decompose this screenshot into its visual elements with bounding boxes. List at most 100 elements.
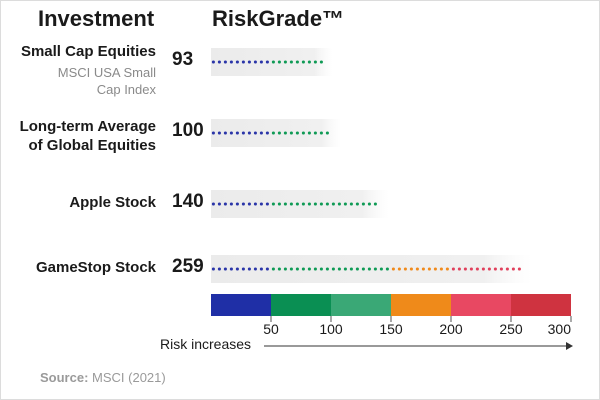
risk-dot: [271, 267, 275, 271]
risk-dot: [283, 267, 287, 271]
risk-dot: [259, 131, 263, 135]
risk-dot: [343, 267, 347, 271]
tick-label: 150: [379, 321, 403, 337]
risk-dot: [211, 202, 215, 206]
risk-dot: [487, 267, 491, 271]
risk-dot: [253, 60, 257, 64]
risk-dot: [457, 267, 461, 271]
risk-dot: [427, 267, 431, 271]
risk-dot: [493, 267, 497, 271]
risk-dot: [331, 202, 335, 206]
risk-dot: [379, 267, 383, 271]
risk-dot: [217, 60, 221, 64]
source-note: Source: MSCI (2021): [40, 370, 166, 385]
risk-dot: [469, 267, 473, 271]
risk-dot: [283, 131, 287, 135]
scale-ticks: 50 100 150 200 250 300: [263, 316, 572, 337]
risk-dot: [517, 267, 521, 271]
risk-dot: [235, 202, 239, 206]
risk-dot: [265, 202, 269, 206]
risk-dot: [271, 131, 275, 135]
risk-dot: [271, 202, 275, 206]
risk-dot: [259, 60, 263, 64]
risk-dot: [361, 202, 365, 206]
risk-dot: [325, 131, 329, 135]
risk-dot: [283, 60, 287, 64]
risk-dot: [337, 267, 341, 271]
row-value-small-cap: 93: [172, 49, 194, 70]
risk-dot: [235, 267, 239, 271]
risk-dot: [295, 202, 299, 206]
source-label: Source:: [40, 370, 89, 385]
risk-dot: [229, 131, 233, 135]
risk-dot: [367, 202, 371, 206]
risk-dot: [475, 267, 479, 271]
risk-dot: [265, 131, 269, 135]
risk-dot: [229, 60, 233, 64]
risk-dot: [295, 131, 299, 135]
risk-dot: [505, 267, 509, 271]
row-value-apple: 140: [172, 191, 204, 212]
risk-dot: [307, 202, 311, 206]
risk-dot: [463, 267, 467, 271]
tick-label: 100: [319, 321, 343, 337]
risk-dot: [289, 60, 293, 64]
risk-dot: [367, 267, 371, 271]
row-label-small-cap: Small Cap Equities: [20, 43, 156, 60]
risk-dot: [217, 131, 221, 135]
risk-dot: [433, 267, 437, 271]
row-track: [211, 190, 389, 218]
risk-dot: [295, 60, 299, 64]
investment-header: Investment: [38, 6, 155, 31]
scale-band: [271, 294, 331, 316]
risk-dot: [289, 267, 293, 271]
risk-dot: [481, 267, 485, 271]
risk-dot: [211, 267, 215, 271]
risk-dot: [247, 202, 251, 206]
risk-dot: [223, 131, 227, 135]
risk-dot: [277, 131, 281, 135]
risk-dot: [313, 267, 317, 271]
risk-dot: [301, 60, 305, 64]
tick-label: 200: [439, 321, 463, 337]
scale-band: [511, 294, 571, 316]
scale-band: [451, 294, 511, 316]
risk-dot: [421, 267, 425, 271]
risk-dot: [499, 267, 503, 271]
risk-dot: [403, 267, 407, 271]
risk-dot: [319, 202, 323, 206]
risk-dot: [295, 267, 299, 271]
risk-dot: [247, 131, 251, 135]
risk-dot: [223, 267, 227, 271]
risk-dot: [313, 202, 317, 206]
risk-dot: [289, 202, 293, 206]
risk-dot: [253, 267, 257, 271]
risk-dot: [229, 202, 233, 206]
risk-dot: [319, 60, 323, 64]
risk-dot: [259, 202, 263, 206]
risk-dot: [211, 131, 215, 135]
risk-dot: [259, 267, 263, 271]
risk-dot: [319, 267, 323, 271]
risk-dot: [313, 131, 317, 135]
risk-dot: [235, 60, 239, 64]
risk-dot: [349, 202, 353, 206]
risk-dot: [265, 267, 269, 271]
risk-dot: [361, 267, 365, 271]
risk-dot: [385, 267, 389, 271]
row-tracks: [211, 48, 532, 283]
risk-dot: [253, 202, 257, 206]
row-value-global-equities: 100: [172, 120, 204, 141]
risk-dot: [217, 267, 221, 271]
scale-band: [391, 294, 451, 316]
risk-dot: [373, 202, 377, 206]
tick-label: 300: [548, 321, 572, 337]
risk-dot: [343, 202, 347, 206]
risk-dot: [241, 267, 245, 271]
risk-dot: [331, 267, 335, 271]
scale-band: [331, 294, 391, 316]
row-label-global-equities: Long-term Average of Global Equities: [19, 118, 156, 154]
risk-dot: [301, 131, 305, 135]
row-sublabel-small-cap: MSCI USA Small Cap Index: [57, 65, 156, 97]
